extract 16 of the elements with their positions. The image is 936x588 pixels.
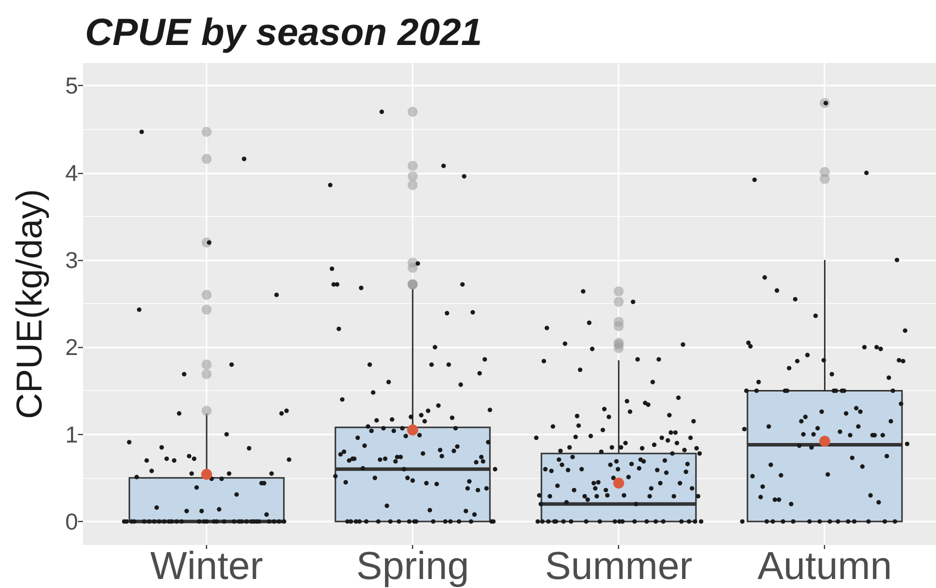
- y-axis-title: CPUE(kg/day): [8, 188, 50, 420]
- x-tick-label: Summer: [545, 545, 692, 588]
- chart-title: CPUE by season 2021: [85, 12, 482, 54]
- y-tick-label: 4: [65, 160, 78, 186]
- point: [201, 468, 212, 480]
- x-tick-label: Autumn: [758, 545, 892, 588]
- y-tick-label: 1: [65, 421, 78, 448]
- y-tick-label: 3: [65, 246, 78, 273]
- point: [613, 478, 624, 489]
- x-tick-label: Spring: [356, 545, 470, 588]
- y-tick-label: 2: [65, 334, 78, 360]
- x-tick-label: Winter: [150, 545, 263, 588]
- y-tick-label: 0: [65, 508, 78, 534]
- point: [819, 436, 830, 447]
- point: [407, 424, 418, 436]
- y-tick-label: 5: [65, 72, 78, 99]
